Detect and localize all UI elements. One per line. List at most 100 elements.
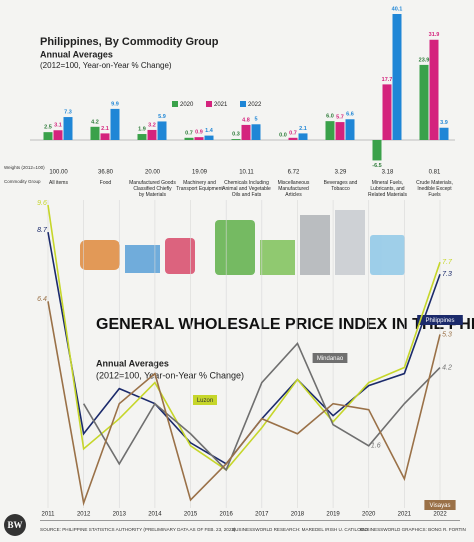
legend-swatch: [206, 101, 212, 107]
bar: [43, 132, 53, 140]
category-label: Chemicals Including Animal and Vegetable O…: [222, 180, 271, 198]
category-label: Miscellaneous Manufactured Articles: [278, 180, 310, 198]
legend-label: 2022: [248, 102, 262, 108]
bar: [335, 122, 345, 140]
category-label: Beverages and Tobacco: [324, 180, 358, 192]
illustration: [80, 210, 405, 275]
bar-value-label: 2.5: [44, 125, 52, 131]
end-value-label: 6.4: [37, 296, 47, 303]
end-value-label: 5.3: [442, 331, 452, 338]
bar-value-label: 3.9: [440, 120, 448, 126]
bar: [429, 39, 439, 140]
bar-value-label: 1.4: [205, 128, 214, 134]
weight-value: 6.72: [288, 170, 300, 176]
category-label: Mineral Fuels, Lubricants, and Related Mat…: [368, 180, 407, 198]
series-tag: Mindanao: [317, 356, 344, 362]
series-tag: Visayas: [430, 503, 451, 509]
bar: [63, 117, 73, 140]
weight-value: 0.81: [429, 170, 441, 176]
bar-value-label: 3.2: [148, 122, 156, 128]
bar-value-label: 5.9: [158, 114, 166, 120]
x-tick-label: 2016: [220, 512, 234, 518]
bar: [147, 129, 157, 140]
category-label: All items: [49, 180, 68, 186]
x-tick-label: 2017: [255, 512, 269, 518]
category-label: Machinery and Transport Equipment: [176, 180, 223, 192]
x-tick-label: 2020: [362, 512, 376, 518]
x-tick-label: 2014: [148, 512, 162, 518]
bar-value-label: -6.5: [372, 163, 381, 169]
bar: [194, 137, 204, 140]
end-value-label: 1.6: [371, 443, 381, 450]
series-tag-box: [193, 395, 217, 405]
top-note: (2012=100, Year-on-Year % Change): [40, 61, 172, 70]
bar: [90, 126, 100, 140]
footer-rule: [40, 520, 460, 521]
legend-label: 2020: [180, 102, 194, 108]
bar-value-label: 0.3: [232, 132, 240, 138]
bar-value-label: 2.1: [101, 126, 109, 132]
x-tick-label: 2018: [291, 512, 305, 518]
bar: [298, 133, 308, 140]
bar-value-label: 40.1: [392, 6, 403, 12]
top-subtitle: Annual Averages: [40, 49, 113, 59]
bar: [53, 130, 63, 140]
bar-value-label: 17.7: [382, 77, 393, 83]
x-tick-label: 2019: [326, 512, 340, 518]
bar: [241, 124, 251, 140]
bar: [157, 121, 167, 140]
bar: [392, 14, 402, 140]
bar: [325, 121, 335, 140]
bar: [439, 127, 449, 140]
bar-value-label: 2.1: [299, 126, 307, 132]
end-value-label: 7.3: [442, 271, 452, 278]
bar: [419, 64, 429, 140]
bar-value-label: 0.7: [289, 130, 297, 136]
bar-value-label: 23.9: [419, 57, 430, 63]
bottom-subtitle: Annual Averages: [96, 358, 169, 368]
series-tag-box: [312, 353, 348, 363]
series-tag-box: [417, 315, 463, 325]
series-tag-box: [424, 500, 456, 510]
legend-swatch: [240, 101, 246, 107]
weight-value: 3.29: [335, 170, 347, 176]
weight-value: 3.18: [382, 170, 394, 176]
series-tag: Philippines: [425, 318, 454, 324]
bar-value-label: 4.2: [91, 119, 99, 125]
bar: [372, 140, 382, 161]
weight-value: 19.09: [192, 170, 208, 176]
bar-value-label: 3.1: [54, 123, 62, 129]
weights-label: Weights (2012=100): [4, 165, 45, 170]
category-label: Food: [100, 180, 112, 186]
bar: [110, 108, 120, 140]
bar-value-label: 6.6: [346, 112, 354, 118]
bottom-note: (2012=100, Year-on-Year % Change): [96, 370, 244, 380]
end-value-label: 8.7: [37, 227, 48, 234]
bar-value-label: 6.0: [326, 114, 334, 120]
legend-label: 2021: [214, 102, 228, 108]
x-tick-label: 2021: [398, 512, 412, 518]
bar-value-label: 5.7: [336, 115, 344, 121]
bar-value-label: 0.0: [279, 132, 287, 138]
x-tick-label: 2013: [113, 512, 127, 518]
series-tag: Luzon: [197, 398, 213, 404]
weight-value: 36.80: [98, 170, 114, 176]
end-value-label: 7.7: [442, 259, 453, 266]
bar: [382, 84, 392, 140]
bar-value-label: 0.7: [185, 130, 193, 136]
category-label: Crude Materials, Inedible Except Fuels: [416, 180, 453, 198]
bar: [137, 134, 147, 140]
end-value-label: 4.2: [442, 364, 452, 371]
x-tick-label: 2012: [77, 512, 91, 518]
bar-value-label: 1.9: [138, 126, 146, 132]
end-value-label: 9.6: [37, 200, 47, 207]
weight-value: 20.00: [145, 170, 161, 176]
bar-value-label: 31.9: [429, 32, 440, 38]
bar: [345, 119, 355, 140]
group-label: Commodity Group: [4, 179, 41, 184]
research: BUSINESSWORLD RESEARCH: MAREDEL IRISH U.…: [232, 527, 368, 532]
bar: [231, 139, 241, 140]
x-tick-label: 2022: [433, 512, 447, 518]
x-tick-label: 2011: [42, 512, 56, 518]
